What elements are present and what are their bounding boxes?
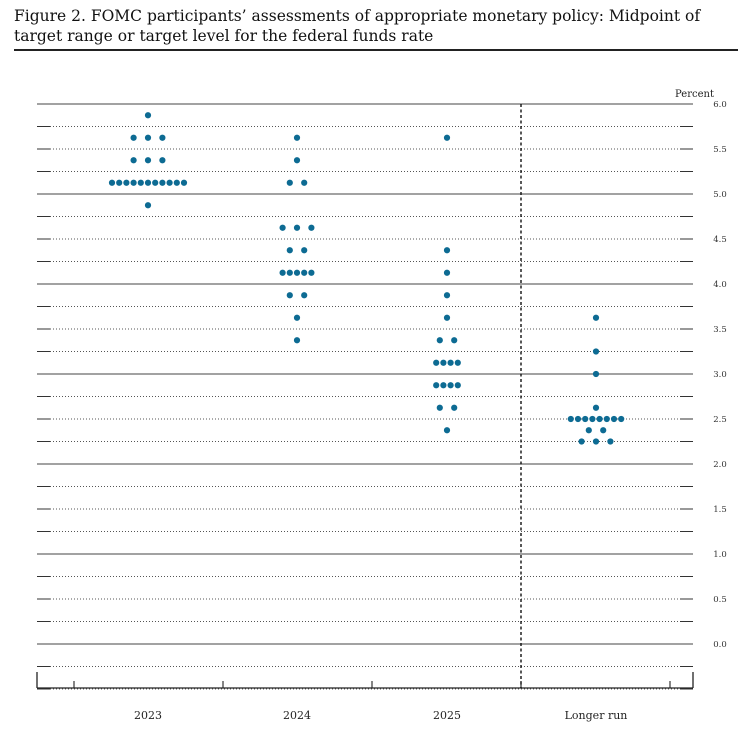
data-dot [301,269,308,276]
y-tick-label: 6.0 [713,100,727,110]
data-dot [159,134,166,141]
data-dot [443,314,451,321]
data-dot [451,404,458,411]
data-dot [173,179,180,186]
data-dot [443,134,451,141]
data-dot [166,179,173,186]
data-dot [293,337,301,344]
x-category-label: 2023 [134,709,162,722]
y-tick-label: 5.0 [713,190,727,200]
y-tick-label: 0.0 [713,640,727,650]
y-axis-unit-label: Percent [675,89,714,100]
data-dot [308,269,315,276]
data-dot [123,179,130,186]
data-dot [567,415,574,423]
data-dot [433,359,440,366]
data-dot [152,179,159,186]
data-dot [301,179,308,186]
data-dot [592,370,600,378]
data-dot [130,134,137,141]
data-dot [447,359,454,366]
data-dot [454,382,461,389]
data-dots [108,112,625,445]
data-dot [144,179,152,186]
y-tick-label: 2.0 [713,460,727,470]
data-dot [180,179,188,186]
data-dot [440,359,447,366]
data-dot [447,382,454,389]
y-tick-label: 2.5 [713,415,727,425]
data-dot [592,404,600,411]
data-dot [443,247,451,254]
data-dot [574,415,582,423]
data-dot [293,269,301,276]
x-category-label: 2025 [433,709,461,722]
data-dot [286,292,293,299]
data-dot [286,179,293,186]
data-dot [585,427,592,434]
y-tick-label: 3.5 [713,325,727,335]
data-dot [451,337,458,344]
data-dot [607,438,614,445]
data-dot [578,438,585,445]
data-dot [116,179,123,186]
data-dot [144,157,152,164]
data-dot [436,404,443,411]
data-dot [600,427,607,434]
data-dot [108,179,116,186]
x-category-label: Longer run [565,709,628,722]
data-dot [301,292,308,299]
figure-title: Figure 2. FOMC participants’ assessments… [14,7,701,45]
data-dot [144,112,152,119]
data-dot [286,269,293,276]
data-dot [582,415,589,423]
y-tick-label: 1.0 [713,550,727,560]
y-tick-label: 0.5 [713,595,727,605]
data-dot [618,415,625,423]
data-dot [279,269,286,276]
data-dot [433,382,440,389]
y-tick-label: 3.0 [713,370,727,380]
data-dot [436,337,443,344]
data-dot [293,157,301,164]
data-dot [440,382,447,389]
data-dot [293,134,301,141]
data-dot [130,157,137,164]
y-tick-label: 1.5 [713,505,727,515]
title-rule [14,49,738,51]
data-dot [454,359,461,366]
data-dot [596,415,603,423]
data-dot [443,269,451,276]
data-dot [603,415,610,423]
y-tick-label: 4.5 [713,235,727,245]
y-tick-label: 5.5 [713,145,727,155]
y-tick-label: 4.0 [713,280,727,290]
data-dot [592,314,600,321]
data-dot [293,224,301,231]
y-tick-labels: 0.0 0.5 1.0 1.5 2.0 2.5 3.0 3.5 4.0 4.5 5.0 5.5 6.0 [713,100,727,650]
data-dot [589,415,596,423]
data-dot [592,438,600,445]
data-dot [308,224,315,231]
data-dot [443,292,451,299]
gridlines [37,103,693,690]
x-category-label: 2024 [283,709,311,722]
x-axis: 2023 2024 2025 Longer run [36,104,694,722]
data-dot [286,247,293,254]
data-dot [279,224,286,231]
data-dot [443,427,451,434]
data-dot [293,314,301,321]
data-dot [159,157,166,164]
data-dot [610,415,618,423]
data-dot [301,247,308,254]
data-dot [130,179,137,186]
data-dot [144,134,152,141]
data-dot [144,202,152,209]
data-dot [159,179,166,186]
data-dot [137,179,144,186]
data-dot [592,348,600,355]
